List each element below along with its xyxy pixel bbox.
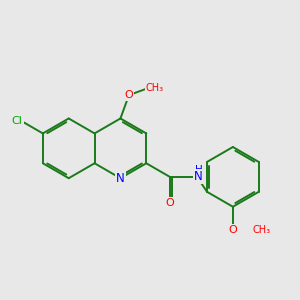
Text: O: O: [124, 90, 133, 100]
Text: O: O: [166, 198, 174, 208]
Text: Cl: Cl: [12, 116, 22, 127]
Text: N: N: [116, 172, 125, 185]
Text: CH₃: CH₃: [146, 83, 164, 93]
Text: N: N: [194, 170, 203, 183]
Text: CH₃: CH₃: [252, 225, 270, 235]
Text: O: O: [229, 225, 237, 235]
Text: H: H: [195, 165, 203, 175]
